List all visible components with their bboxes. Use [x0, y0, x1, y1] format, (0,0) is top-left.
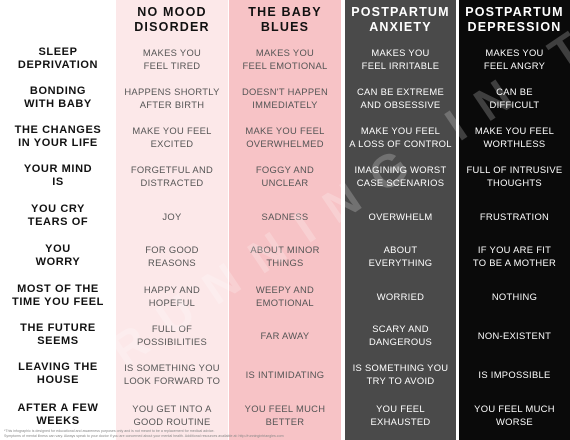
column-title-line: DEPRESSION — [467, 20, 562, 34]
column-title-line: BLUES — [260, 20, 310, 34]
table-cell: FAR AWAY — [260, 329, 310, 341]
table-cell: NOTHING — [491, 290, 538, 302]
footnote-line: Symptoms of mental illness can vary. Alw… — [4, 433, 284, 438]
column-postpartum-anxiety: POSTPARTUM ANXIETY MAKES YOU FEEL IRRITAB… — [345, 0, 456, 440]
table-cell: FULL OF INTRUSIVE THOUGHTS — [466, 164, 563, 188]
column-title-line: POSTPARTUM — [351, 5, 450, 19]
table-cell: IS INTIMIDATING — [245, 368, 325, 380]
table-cell: MAKE YOU FEEL OVERWHELMED — [245, 125, 325, 149]
table-cell: MAKE YOU FEEL EXCITED — [132, 125, 212, 149]
column-header: POSTPARTUM DEPRESSION — [459, 5, 570, 35]
row-label: MOST OF THE TIME YOU FEEL — [12, 282, 104, 309]
row-label: YOU WORRY — [35, 242, 81, 269]
table-cell: WORRIED — [376, 290, 425, 302]
row-label: LEAVING THE HOUSE — [18, 360, 98, 387]
column-postpartum-depression: POSTPARTUM DEPRESSION MAKES YOU FEEL ANGR… — [459, 0, 570, 440]
row-label: AFTER A FEW WEEKS — [17, 401, 99, 428]
table-cell: FORGETFUL AND DISTRACTED — [130, 164, 214, 188]
row-label: THE FUTURE SEEMS — [20, 321, 96, 348]
row-label: YOU CRY TEARS OF — [27, 202, 89, 229]
table-cell: CAN BE DIFFICULT — [489, 86, 540, 110]
column-header: THE BABY BLUES — [229, 5, 341, 35]
table-cell: SCARY AND DANGEROUS — [368, 323, 433, 347]
table-cell: MAKES YOU FEEL IRRITABLE — [361, 47, 440, 71]
column-title-line: THE BABY — [248, 5, 322, 19]
table-cell: YOU GET INTO A GOOD ROUTINE — [132, 403, 212, 427]
table-cell: MAKE YOU FEEL A LOSS OF CONTROL — [349, 125, 452, 149]
table-cell: FOR GOOD REASONS — [145, 244, 199, 268]
column-header: POSTPARTUM ANXIETY — [345, 5, 456, 35]
table-cell: IMAGINING WORST CASE SCENARIOS — [354, 164, 447, 188]
table-cell: ABOUT EVERYTHING — [368, 244, 433, 268]
table-cell: MAKES YOU FEEL TIRED — [142, 47, 202, 71]
table-cell: YOU FEEL MUCH BETTER — [244, 403, 326, 427]
table-cell: IF YOU ARE FIT TO BE A MOTHER — [472, 244, 557, 268]
footnote: *This infographic is designed for educat… — [4, 429, 334, 438]
table-cell: YOU FEEL EXHAUSTED — [370, 403, 431, 427]
table-cell: CAN BE EXTREME AND OBSESSIVE — [356, 86, 445, 110]
table-cell: MAKES YOU FEEL EMOTIONAL — [242, 47, 328, 71]
table-cell: MAKES YOU FEEL ANGRY — [483, 47, 546, 71]
column-title-line: DISORDER — [134, 20, 210, 34]
table-cell: IS SOMETHING YOU LOOK FORWARD TO — [123, 362, 221, 386]
table-cell: HAPPY AND HOPEFUL — [143, 284, 201, 308]
table-cell: NON-EXISTENT — [477, 329, 552, 341]
column-title-line: NO MOOD — [137, 5, 207, 19]
row-label: SLEEP DEPRIVATION — [17, 45, 99, 72]
table-cell: IS IMPOSSIBLE — [478, 368, 551, 380]
table-cell: MAKE YOU FEEL WORTHLESS — [474, 125, 555, 149]
table-cell: YOU FEEL MUCH WORSE — [474, 403, 555, 427]
row-label: YOUR MIND IS — [23, 162, 93, 189]
table-cell: OVERWHELM — [368, 210, 433, 222]
table-cell: IS SOMETHING YOU TRY TO AVOID — [352, 362, 449, 386]
column-title-line: POSTPARTUM — [465, 5, 564, 19]
row-label: THE CHANGES IN YOUR LIFE — [14, 123, 102, 150]
column-no-mood-disorder: NO MOOD DISORDER MAKES YOU FEEL TIRED HAP… — [116, 0, 228, 440]
table-cell: HAPPENS SHORTLY AFTER BIRTH — [124, 86, 220, 110]
column-title-line: ANXIETY — [369, 20, 432, 34]
table-cell: ABOUT MINOR THINGS — [250, 244, 320, 268]
table-cell: JOY — [162, 210, 182, 222]
footnote-line: *This infographic is designed for educat… — [4, 429, 215, 433]
table-cell: DOESN'T HAPPEN IMMEDIATELY — [241, 86, 329, 110]
column-header: NO MOOD DISORDER — [116, 5, 228, 35]
table-cell: FULL OF POSSIBILITIES — [136, 323, 208, 347]
column-baby-blues: THE BABY BLUES MAKES YOU FEEL EMOTIONAL D… — [229, 0, 341, 440]
table-cell: FOGGY AND UNCLEAR — [255, 164, 315, 188]
table-cell: WEEPY AND EMOTIONAL — [255, 284, 315, 308]
table-cell: SADNESS — [261, 210, 309, 222]
table-cell: FRUSTRATION — [479, 210, 550, 222]
row-label: BONDING WITH BABY — [24, 84, 92, 111]
